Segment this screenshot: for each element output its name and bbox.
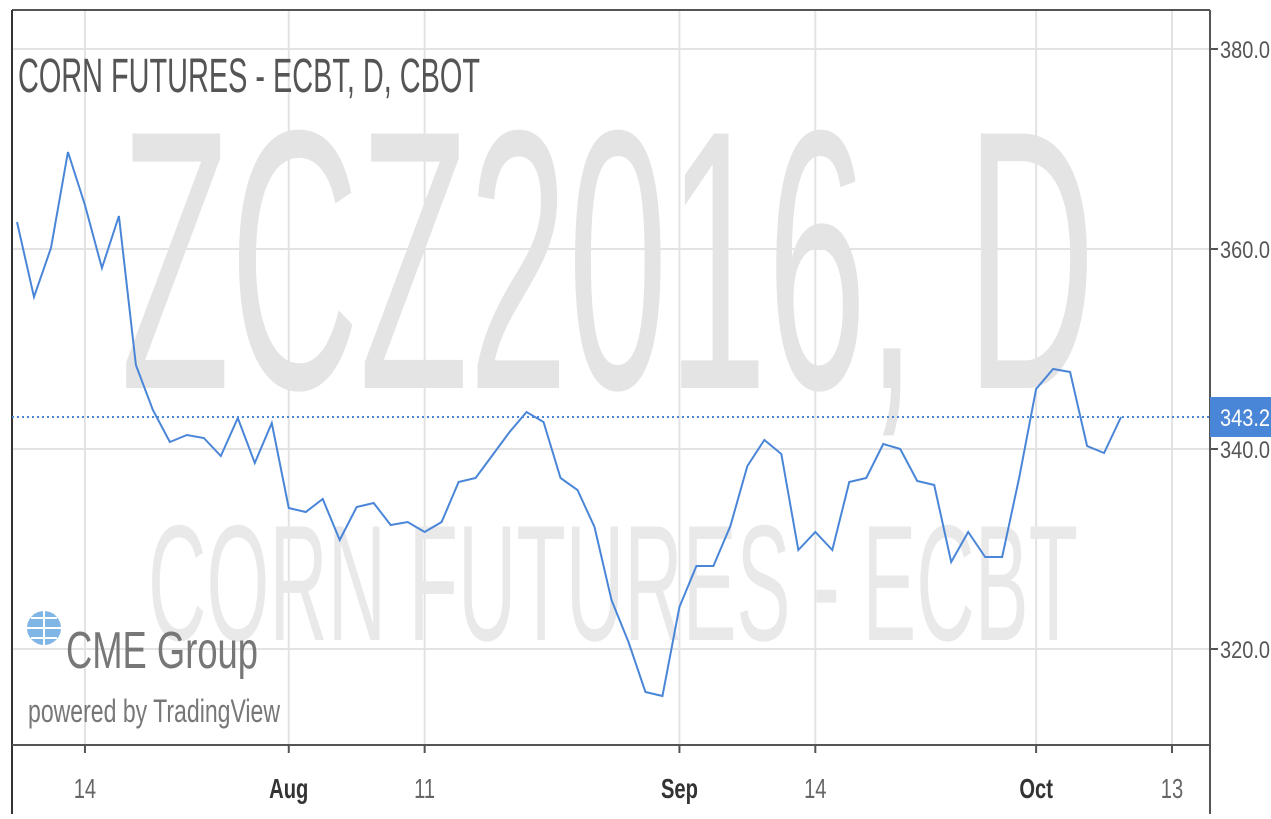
logo-text: CME Group [66, 622, 258, 680]
price-line [16, 151, 1122, 698]
watermark: ZCZ2016, D [121, 54, 1096, 467]
x-tick-label: 11 [414, 774, 435, 805]
logo-globe-lines [27, 611, 61, 645]
y-tick-label: 380.0 [1220, 37, 1270, 64]
logo: CME Group powered by TradingView [27, 611, 281, 729]
x-tick-label: Aug [269, 774, 308, 805]
x-tick-label: 14 [74, 774, 96, 805]
sub-watermark: CORN FUTURES - ECBT [148, 491, 1078, 675]
x-tick-label: 14 [804, 774, 826, 805]
logo-caption: powered by TradingView [28, 693, 281, 729]
x-tick-label: Sep [661, 774, 698, 805]
y-tick-label: 360.0 [1220, 237, 1270, 264]
grid [12, 10, 1210, 745]
last-price-box [1210, 397, 1271, 437]
last-price-label: 343.2 [1220, 405, 1270, 432]
y-tick-label: 320.0 [1220, 637, 1270, 664]
y-tick-label: 340.0 [1220, 437, 1270, 464]
x-tick-label: 13 [1161, 774, 1183, 805]
chart-title: CORN FUTURES - ECBT, D, CBOT [18, 50, 480, 103]
x-tick-label: Oct [1019, 774, 1053, 805]
